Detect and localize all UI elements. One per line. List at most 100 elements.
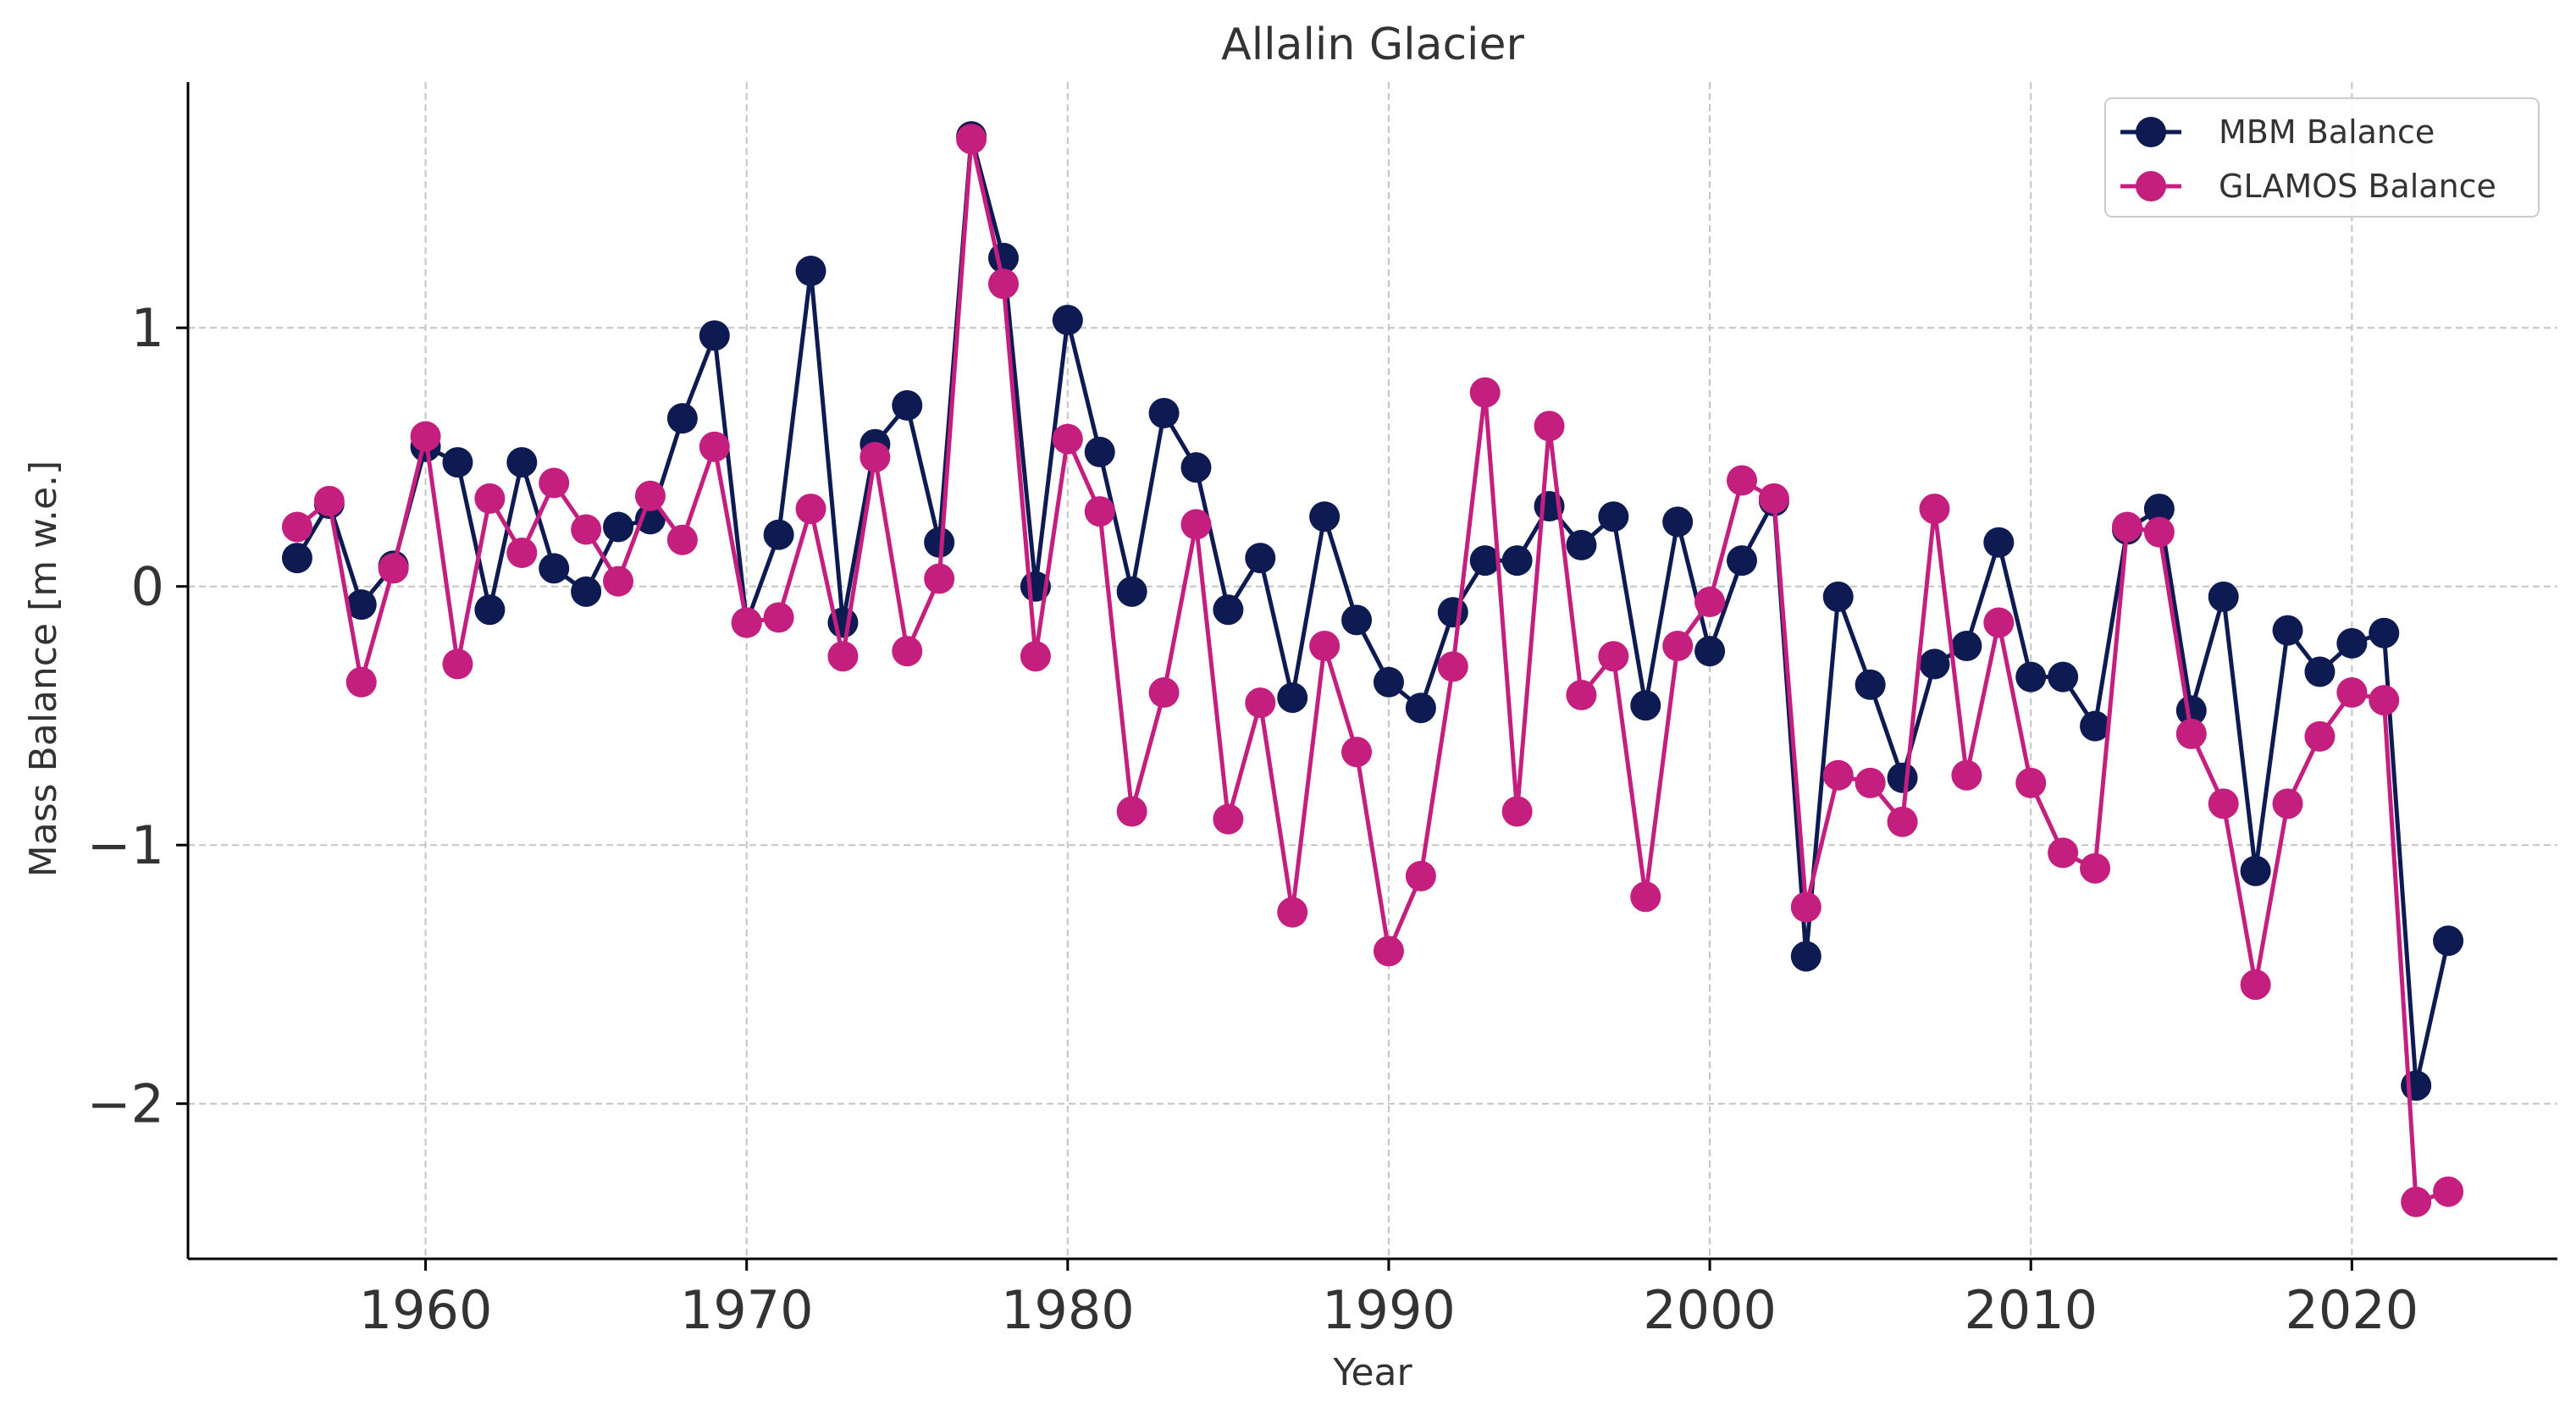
data-point bbox=[1501, 796, 1533, 827]
data-point bbox=[345, 589, 377, 621]
data-point bbox=[2175, 718, 2207, 749]
data-point bbox=[1951, 759, 1982, 791]
data-point bbox=[1919, 494, 1950, 525]
series-plot-area bbox=[281, 121, 2464, 1217]
data-point bbox=[1694, 636, 1726, 667]
data-point bbox=[539, 467, 570, 499]
data-point bbox=[506, 447, 538, 478]
data-point bbox=[1758, 483, 1789, 514]
data-point bbox=[2048, 661, 2079, 692]
data-point bbox=[1566, 529, 1597, 560]
data-point bbox=[2208, 788, 2239, 819]
data-point bbox=[1405, 860, 1436, 891]
series-mbm bbox=[281, 121, 2464, 1101]
data-point bbox=[1084, 436, 1115, 467]
data-point bbox=[2143, 494, 2175, 525]
data-point bbox=[1469, 377, 1501, 408]
data-point bbox=[410, 421, 441, 452]
data-point bbox=[699, 320, 730, 351]
data-point bbox=[2240, 969, 2271, 1001]
data-point bbox=[1822, 581, 1854, 612]
data-point bbox=[795, 494, 826, 525]
data-point bbox=[1373, 666, 1404, 698]
x-tick-label: 2020 bbox=[2285, 1279, 2418, 1341]
data-point bbox=[763, 519, 794, 550]
data-point bbox=[474, 594, 506, 626]
data-point bbox=[795, 256, 826, 287]
y-tick-label: 0 bbox=[131, 556, 164, 618]
data-point bbox=[1501, 545, 1533, 577]
legend-frame bbox=[2104, 97, 2540, 218]
data-point bbox=[1855, 669, 1886, 700]
x-tick-label: 2010 bbox=[1964, 1279, 2098, 1341]
data-point bbox=[2336, 627, 2368, 659]
data-point bbox=[763, 602, 794, 633]
data-point bbox=[1405, 692, 1436, 724]
x-tick-label: 1960 bbox=[359, 1279, 493, 1341]
data-point bbox=[827, 641, 859, 672]
data-point bbox=[699, 431, 730, 462]
data-point bbox=[603, 511, 634, 543]
legend-label: GLAMOS Balance bbox=[2219, 168, 2496, 205]
data-point bbox=[1052, 305, 1083, 336]
data-point bbox=[924, 527, 955, 558]
y-tick-label: −2 bbox=[87, 1073, 164, 1135]
data-point bbox=[313, 485, 345, 516]
data-point bbox=[892, 636, 923, 667]
data-point bbox=[2369, 617, 2400, 648]
data-point bbox=[1566, 680, 1597, 711]
data-point bbox=[2111, 511, 2142, 543]
data-point bbox=[987, 268, 1019, 300]
data-point bbox=[1951, 630, 1982, 661]
x-tick-label: 1980 bbox=[1001, 1279, 1135, 1341]
data-point bbox=[2175, 695, 2207, 726]
axes-spines bbox=[186, 82, 2557, 1261]
data-point bbox=[378, 553, 409, 584]
data-point bbox=[2304, 720, 2336, 752]
data-point bbox=[1919, 648, 1950, 680]
data-point bbox=[1983, 527, 2015, 558]
data-point bbox=[2143, 516, 2175, 548]
y-axis-label: Mass Balance [m w.e.] bbox=[22, 461, 65, 877]
data-point bbox=[1116, 796, 1147, 827]
data-point bbox=[666, 403, 698, 434]
data-point bbox=[956, 124, 987, 155]
data-point bbox=[571, 514, 602, 545]
legend-marker bbox=[2136, 117, 2166, 147]
data-point bbox=[731, 607, 762, 638]
data-point bbox=[2304, 656, 2336, 687]
data-point bbox=[1437, 597, 1468, 628]
data-point bbox=[1983, 607, 2015, 638]
data-point bbox=[2401, 1070, 2432, 1101]
data-point bbox=[1084, 496, 1115, 527]
data-point bbox=[1887, 762, 1918, 793]
series-line bbox=[296, 136, 2449, 1205]
data-point bbox=[1213, 803, 1244, 835]
legend-marker bbox=[2136, 171, 2166, 201]
legend-entry: MBM Balance bbox=[2120, 113, 2435, 151]
data-point bbox=[603, 566, 634, 597]
data-point bbox=[2272, 788, 2303, 819]
data-point bbox=[2240, 855, 2271, 886]
data-point bbox=[281, 511, 312, 543]
data-point bbox=[571, 576, 602, 607]
data-point bbox=[1052, 423, 1083, 455]
data-point bbox=[1277, 897, 1308, 928]
data-point bbox=[1598, 501, 1629, 532]
data-point bbox=[2048, 837, 2079, 869]
data-point bbox=[1341, 604, 1373, 636]
data-point bbox=[2433, 925, 2464, 957]
data-point bbox=[1534, 411, 1565, 442]
legend-label: MBM Balance bbox=[2219, 113, 2435, 151]
data-point bbox=[2369, 685, 2400, 716]
axis-ticks: 1960 1970 1980 1990 2000 2010 2020 1 0 −1 −2 bbox=[87, 297, 2419, 1341]
data-point bbox=[1822, 759, 1854, 791]
x-tick-label: 1970 bbox=[680, 1279, 814, 1341]
data-point bbox=[1727, 545, 1758, 577]
data-point bbox=[1213, 594, 1244, 626]
data-point bbox=[1245, 687, 1276, 719]
data-point bbox=[1180, 452, 1212, 483]
data-point bbox=[1180, 509, 1212, 540]
data-point bbox=[1694, 587, 1726, 618]
